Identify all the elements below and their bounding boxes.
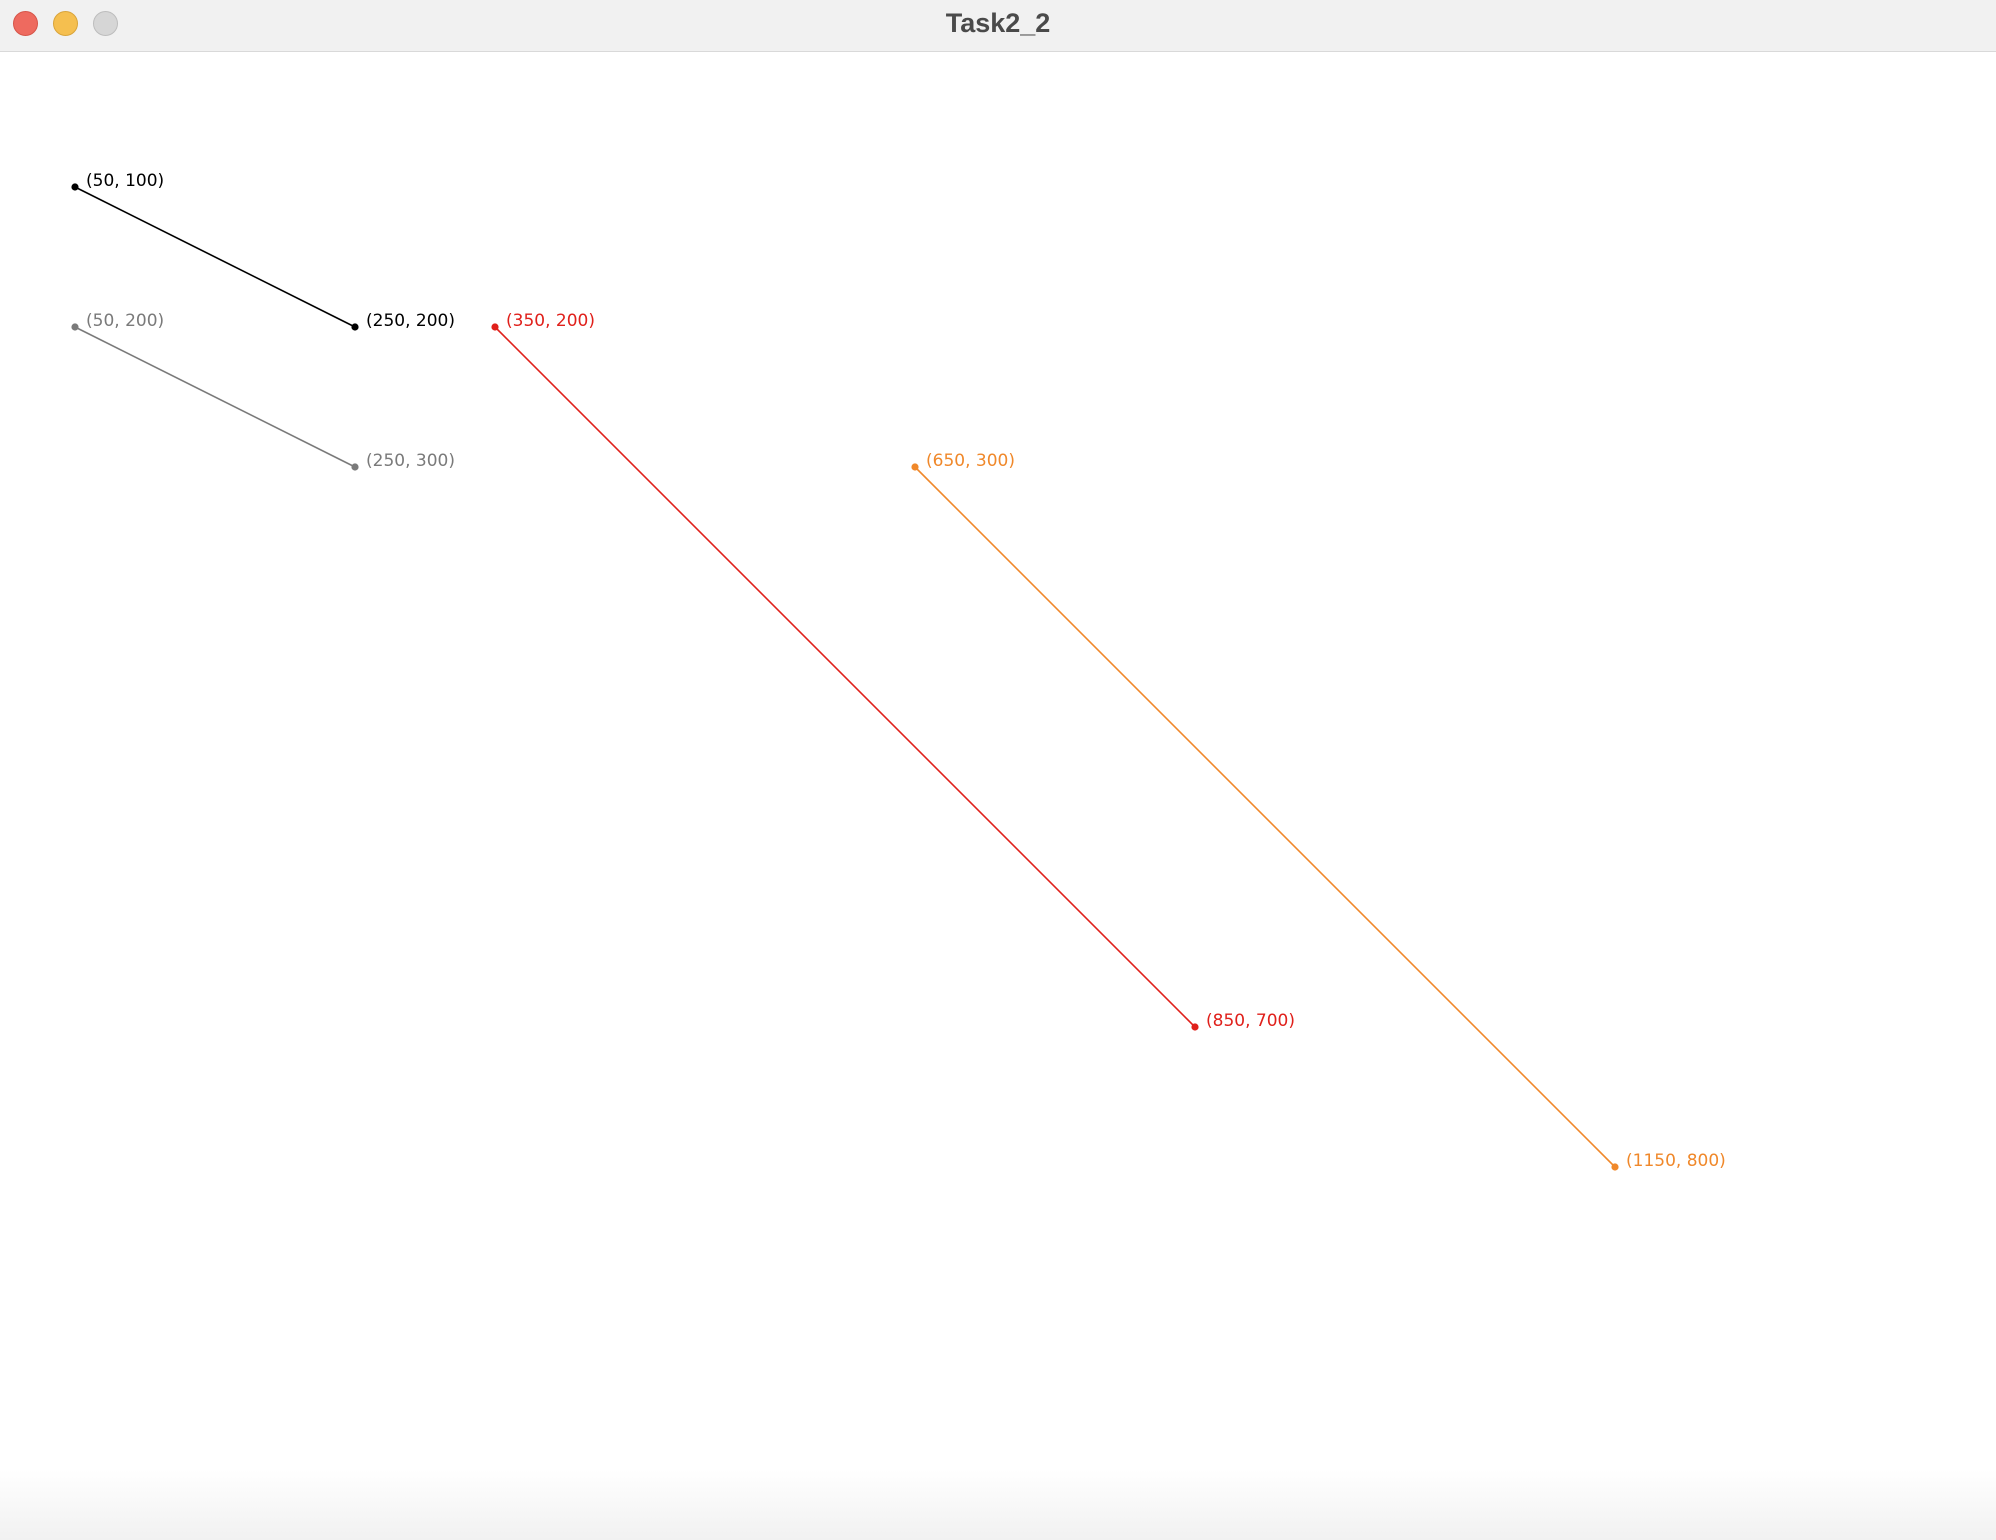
segment-line	[494, 326, 1196, 1028]
segment-line	[914, 466, 1616, 1168]
zoom-window-button[interactable]	[93, 11, 118, 36]
window-title: Task2_2	[945, 8, 1051, 38]
endpoint-start-label: (50, 200)	[86, 311, 164, 331]
window-titlebar: Task2_2	[0, 0, 1996, 52]
endpoint-start-dot	[71, 323, 79, 331]
endpoint-end-dot	[351, 463, 359, 471]
segment-line	[74, 186, 356, 328]
endpoint-start-dot	[71, 183, 79, 191]
endpoint-end-dot	[1611, 1163, 1619, 1171]
endpoint-start-label: (50, 100)	[86, 171, 164, 191]
minimize-window-button[interactable]	[53, 11, 78, 36]
endpoint-start-dot	[491, 323, 499, 331]
endpoint-end-label: (250, 300)	[366, 451, 455, 471]
close-window-button[interactable]	[13, 11, 38, 36]
bottom-edge-shade	[0, 1470, 1996, 1540]
segment-black: (50, 100) (250, 200)	[71, 171, 455, 331]
segment-red: (350, 200) (850, 700)	[491, 311, 1295, 1031]
line-segments-drawing: (50, 100) (250, 200) (50, 200) (250, 300) (3…	[71, 171, 1726, 1171]
segment-gray: (50, 200) (250, 300)	[71, 311, 455, 471]
endpoint-end-label: (1150, 800)	[1626, 1151, 1726, 1171]
endpoint-start-dot	[911, 463, 919, 471]
segment-orange: (650, 300) (1150, 800)	[911, 451, 1726, 1171]
endpoint-end-label: (850, 700)	[1206, 1011, 1295, 1031]
endpoint-start-label: (650, 300)	[926, 451, 1015, 471]
segment-line	[74, 326, 356, 468]
endpoint-end-dot	[351, 323, 359, 331]
drawing-canvas: (50, 100) (250, 200) (50, 200) (250, 300) (3…	[0, 52, 1996, 1540]
endpoint-end-dot	[1191, 1023, 1199, 1031]
endpoint-start-label: (350, 200)	[506, 311, 595, 331]
endpoint-end-label: (250, 200)	[366, 311, 455, 331]
